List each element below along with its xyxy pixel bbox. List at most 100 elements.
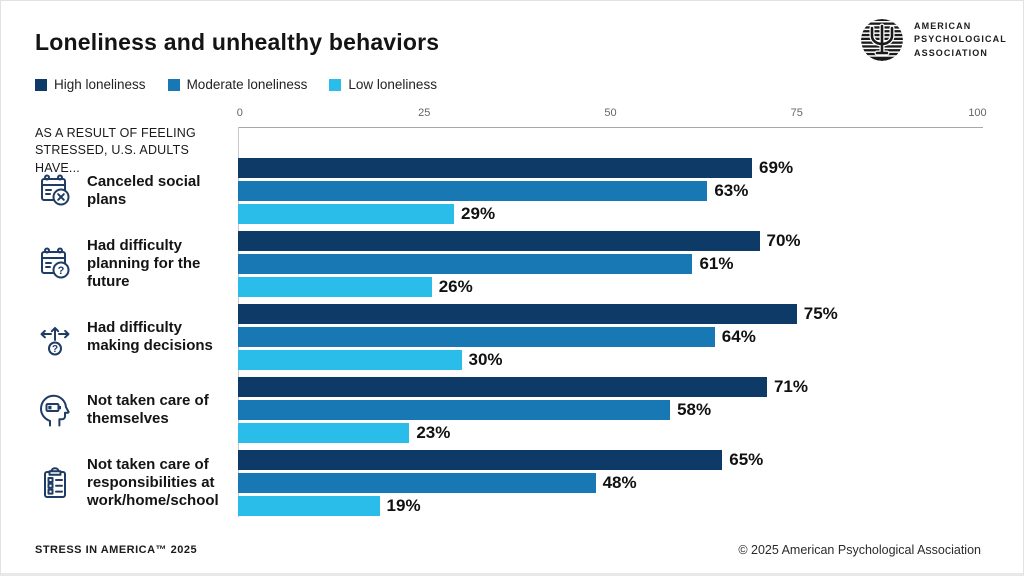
bar-line-high-loneliness: 75% xyxy=(238,304,983,324)
bar-moderate-loneliness xyxy=(238,400,671,420)
x-axis-ticks: 0 25 50 75 100 xyxy=(236,107,987,121)
chart-row-not-taken-care-of-themselves: Not taken care of themselves 71% 58% 23% xyxy=(35,377,983,443)
x-axis-line xyxy=(238,127,983,128)
row-bars: 70% 61% 26% xyxy=(238,231,983,297)
bar-line-moderate-loneliness: 48% xyxy=(238,473,983,493)
chart-row-had-difficulty-making-decision: ? Had difficulty making decisions 75% 64%… xyxy=(35,304,983,370)
bar-chart-rows: Canceled social plans 69% 63% 29% ? Had di… xyxy=(35,158,983,523)
apa-psi-icon xyxy=(861,19,903,61)
row-label: Not taken care of responsibilities at wo… xyxy=(87,455,219,510)
bar-moderate-loneliness xyxy=(238,254,693,274)
legend-item-high-loneliness: High loneliness xyxy=(35,77,146,92)
row-bars: 65% 48% 19% xyxy=(238,450,983,516)
legend-swatch xyxy=(167,78,180,91)
apa-logo-line1: AMERICAN xyxy=(914,20,972,31)
row-label: Had difficulty planning for the future xyxy=(87,236,201,291)
bar-line-moderate-loneliness: 58% xyxy=(238,400,983,420)
footer-copyright: © 2025 American Psychological Associatio… xyxy=(738,543,981,557)
svg-text:?: ? xyxy=(58,265,65,277)
x-tick-25: 25 xyxy=(418,107,431,119)
apa-logo-line2: PSYCHOLOGICAL xyxy=(914,34,1007,45)
bar-line-low-loneliness: 26% xyxy=(238,277,983,297)
bar-line-low-loneliness: 23% xyxy=(238,423,983,443)
bar-high-loneliness xyxy=(238,304,797,324)
bar-line-moderate-loneliness: 64% xyxy=(238,327,983,347)
bar-moderate-loneliness xyxy=(238,473,596,493)
apa-logo-line3: ASSOCIATION xyxy=(914,47,988,58)
bar-value-label: 75% xyxy=(803,304,838,323)
row-bars: 71% 58% 23% xyxy=(238,377,983,443)
head-battery-icon xyxy=(40,394,70,427)
row-label: Not taken care of themselves xyxy=(87,391,209,427)
decision-arrows-icon: ? xyxy=(40,327,70,356)
bar-value-label: 19% xyxy=(386,496,421,515)
apa-logo: AMERICAN PSYCHOLOGICAL ASSOCIATION xyxy=(859,17,1007,63)
bar-line-moderate-loneliness: 61% xyxy=(238,254,983,274)
legend-label: High loneliness xyxy=(54,77,146,92)
legend-label: Moderate loneliness xyxy=(186,77,308,92)
bar-line-low-loneliness: 29% xyxy=(238,204,983,224)
row-icon xyxy=(35,450,87,516)
row-icon xyxy=(35,377,87,443)
bar-high-loneliness xyxy=(238,450,723,470)
calendar-x-icon xyxy=(41,174,70,206)
row-bars: 69% 63% 29% xyxy=(238,158,983,224)
bar-line-low-loneliness: 30% xyxy=(238,350,983,370)
bar-line-high-loneliness: 65% xyxy=(238,450,983,470)
bar-value-label: 70% xyxy=(766,231,801,250)
bar-value-label: 69% xyxy=(759,158,794,177)
footer-report-name: STRESS IN AMERICA™ 2025 xyxy=(35,544,198,556)
category-group-header: AS A RESULT OF FEELING STRESSED, U.S. AD… xyxy=(35,126,196,175)
bar-moderate-loneliness xyxy=(238,327,715,347)
bar-value-label: 58% xyxy=(677,400,712,419)
calendar-question-icon: ? xyxy=(41,247,70,279)
bar-value-label: 65% xyxy=(729,450,764,469)
clipboard-checklist-icon xyxy=(44,467,66,498)
page-title: Loneliness and unhealthy behaviors xyxy=(35,29,440,55)
row-icon: ? xyxy=(35,231,87,297)
bar-value-label: 48% xyxy=(602,473,637,492)
bar-moderate-loneliness xyxy=(238,181,708,201)
x-tick-75: 75 xyxy=(790,107,803,119)
bar-low-loneliness xyxy=(238,350,462,370)
legend-swatch xyxy=(35,78,47,91)
bar-value-label: 71% xyxy=(773,377,808,396)
svg-text:?: ? xyxy=(52,344,58,355)
x-tick-100: 100 xyxy=(968,107,987,119)
row-icon xyxy=(35,158,87,224)
chart-row-canceled-social-plans: Canceled social plans 69% 63% 29% xyxy=(35,158,983,224)
bar-low-loneliness xyxy=(238,277,432,297)
chart-row-not-taken-care-of-responsibili: Not taken care of responsibilities at wo… xyxy=(35,450,983,516)
x-tick-50: 50 xyxy=(604,107,617,119)
bar-line-low-loneliness: 19% xyxy=(238,496,983,516)
bar-value-label: 61% xyxy=(699,254,734,273)
bar-low-loneliness xyxy=(238,423,410,443)
x-tick-0: 0 xyxy=(236,107,243,119)
bar-line-moderate-loneliness: 63% xyxy=(238,181,983,201)
bar-line-high-loneliness: 71% xyxy=(238,377,983,397)
legend-label: Low loneliness xyxy=(348,77,437,92)
row-label: Canceled social plans xyxy=(87,172,201,208)
bar-value-label: 30% xyxy=(468,350,503,369)
apa-logo-text: AMERICAN PSYCHOLOGICAL ASSOCIATION xyxy=(914,20,1007,61)
legend: High loneliness Moderate loneliness Low … xyxy=(35,77,437,92)
bar-value-label: 63% xyxy=(714,181,749,200)
bar-low-loneliness xyxy=(238,496,380,516)
bar-high-loneliness xyxy=(238,158,753,178)
bar-value-label: 26% xyxy=(438,277,473,296)
legend-swatch xyxy=(329,78,342,91)
bar-value-label: 29% xyxy=(461,204,496,223)
bar-line-high-loneliness: 70% xyxy=(238,231,983,251)
bar-value-label: 64% xyxy=(721,327,756,346)
chart-row-had-difficulty-planning-for-th: ? Had difficulty planning for the future… xyxy=(35,231,983,297)
row-bars: 75% 64% 30% xyxy=(238,304,983,370)
legend-item-moderate-loneliness: Moderate loneliness xyxy=(167,77,308,92)
legend-item-low-loneliness: Low loneliness xyxy=(329,77,437,92)
row-icon: ? xyxy=(35,304,87,370)
bar-high-loneliness xyxy=(238,377,767,397)
bar-high-loneliness xyxy=(238,231,760,251)
bar-low-loneliness xyxy=(238,204,455,224)
bar-line-high-loneliness: 69% xyxy=(238,158,983,178)
row-label: Had difficulty making decisions xyxy=(87,318,213,354)
